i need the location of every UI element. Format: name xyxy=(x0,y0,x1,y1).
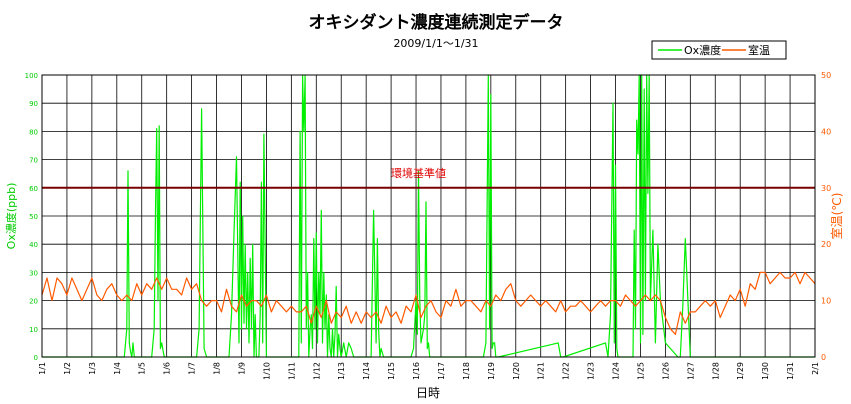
temp-series-group xyxy=(41,271,816,335)
reference-line-label: 環境基準値 xyxy=(391,166,446,180)
y-tick-label-left: 0 xyxy=(34,354,38,362)
x-tick-label: 1/26 xyxy=(661,362,670,380)
x-tick-label: 1/18 xyxy=(462,362,471,380)
chart-subtitle: 2009/1/1～1/31 xyxy=(393,37,478,50)
ox-series-line xyxy=(42,74,815,358)
ox-series-group xyxy=(42,74,815,358)
temp-series-line xyxy=(41,271,816,335)
x-tick-label: 1/3 xyxy=(88,362,97,375)
y-tick-label-left: 80 xyxy=(29,128,38,136)
x-tick-label: 1/1 xyxy=(38,362,47,375)
y-tick-label-left: 40 xyxy=(29,241,38,249)
right-axis-ticks: 0 10 20 30 40 50 xyxy=(821,71,831,362)
y-tick-label-left: 90 xyxy=(29,100,38,108)
x-tick-label: 1/15 xyxy=(387,362,396,380)
x-tick-label: 1/11 xyxy=(287,362,296,380)
x-tick-label: 1/2 xyxy=(63,362,72,375)
x-tick-label: 1/16 xyxy=(412,362,421,380)
x-tick-label: 1/23 xyxy=(587,362,596,380)
x-tick-label: 1/31 xyxy=(786,362,795,380)
y-tick-label-left: 70 xyxy=(29,157,38,165)
x-axis-label: 日時 xyxy=(416,386,440,400)
x-tick-label: 1/27 xyxy=(686,362,695,380)
x-tick-label: 1/6 xyxy=(163,362,172,375)
x-tick-label: 1/4 xyxy=(113,362,122,375)
x-tick-label: 1/25 xyxy=(636,362,645,380)
x-tick-label: 1/20 xyxy=(512,362,521,380)
plot-border xyxy=(41,74,816,358)
x-tick-label: 1/7 xyxy=(188,362,197,375)
legend-ox-label: Ox濃度 xyxy=(684,43,721,57)
x-tick-label: 1/17 xyxy=(437,362,446,380)
reference-group: 環境基準値 xyxy=(42,166,815,189)
x-tick-label: 1/22 xyxy=(562,362,571,380)
x-tick-label: 1/13 xyxy=(337,362,346,380)
y-tick-label-right: 10 xyxy=(821,297,831,306)
y-tick-label-right: 20 xyxy=(821,240,831,249)
x-tick-label: 1/8 xyxy=(213,362,222,375)
x-tick-label: 1/12 xyxy=(312,362,321,380)
x-tick-label: 1/9 xyxy=(237,362,246,375)
y-tick-label-right: 50 xyxy=(821,71,831,80)
left-axis-ticks: 0 10 20 30 40 50 60 70 80 90 100 xyxy=(25,72,38,362)
y-tick-label-left: 50 xyxy=(29,213,38,221)
y-axis-label-right: 室温(℃) xyxy=(829,193,844,240)
y-tick-label-right: 30 xyxy=(821,184,831,193)
x-tick-label: 1/30 xyxy=(761,362,770,380)
legend-temp-label: 室温 xyxy=(748,43,770,57)
x-tick-label: 1/29 xyxy=(736,362,745,380)
x-tick-label: 1/5 xyxy=(138,362,147,375)
y-tick-label-left: 10 xyxy=(29,326,38,334)
legend: Ox濃度 室温 xyxy=(651,40,787,60)
x-axis-ticks: 1/1 1/2 1/3 1/4 1/5 1/6 1/7 1/8 1/9 1/10 1/11 1/12 1… xyxy=(38,362,820,380)
x-tick-label: 1/19 xyxy=(487,362,496,380)
x-tick-label: 1/14 xyxy=(362,362,371,380)
x-tick-label: 1/24 xyxy=(612,362,621,380)
x-tick-label: 1/28 xyxy=(711,362,720,380)
y-tick-label-left: 20 xyxy=(29,298,38,306)
legend-box xyxy=(651,40,787,60)
y-tick-label-left: 30 xyxy=(29,269,38,277)
y-tick-label-left: 100 xyxy=(25,72,38,80)
x-tick-label: 2/1 xyxy=(811,362,820,375)
x-tick-label: 1/21 xyxy=(537,362,546,380)
y-axis-label-left: Ox濃度(ppb) xyxy=(4,183,18,250)
chart-title: オキシダント濃度連続測定データ xyxy=(309,12,564,33)
y-tick-label-right: 40 xyxy=(821,127,831,136)
x-tick-label: 1/10 xyxy=(262,362,271,380)
y-tick-label-left: 60 xyxy=(29,185,38,193)
y-tick-label-right: 0 xyxy=(821,353,826,362)
